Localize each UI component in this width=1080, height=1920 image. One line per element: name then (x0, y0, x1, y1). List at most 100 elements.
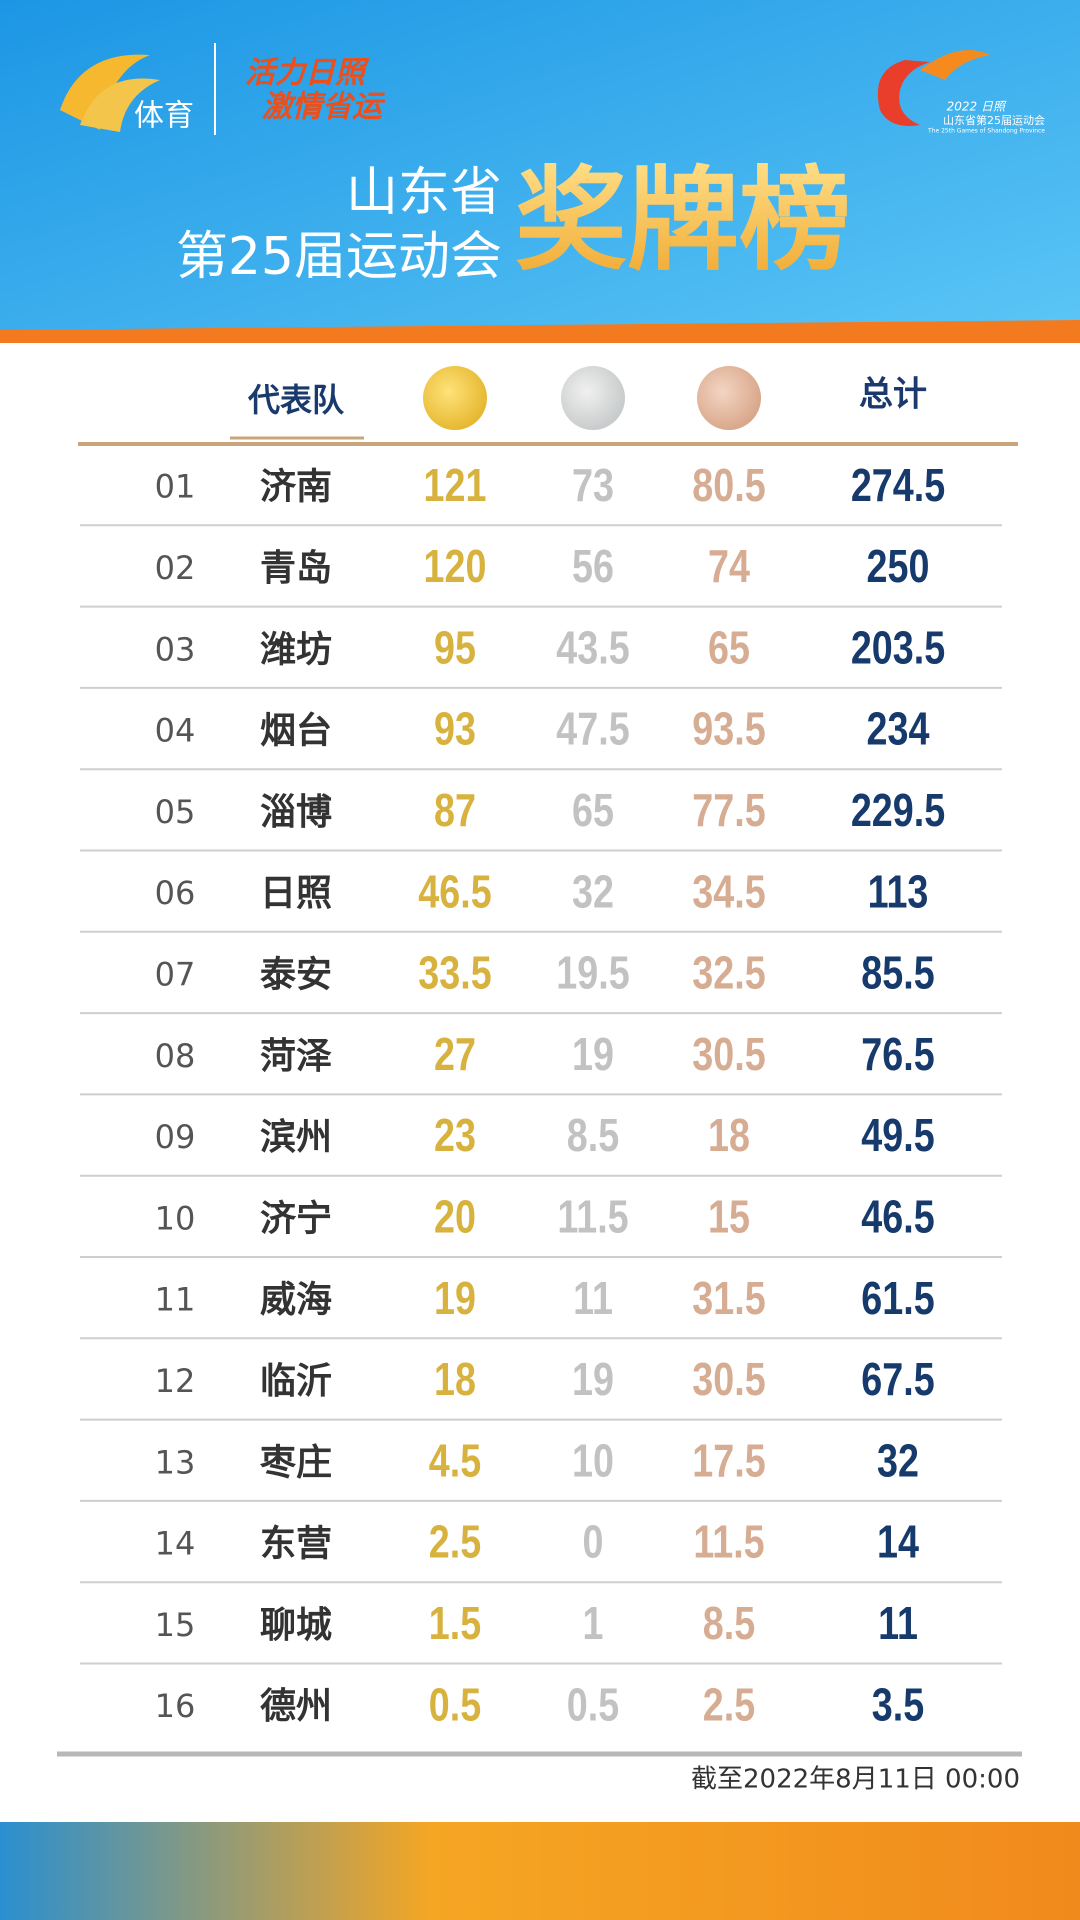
silver-medal-icon (561, 366, 625, 430)
gold-medal-icon (423, 366, 487, 430)
team-cell: 日照 (260, 873, 332, 914)
rank-cell: 10 (155, 1199, 196, 1237)
table-row: 04 烟台 93 47.5 93.5 234 (80, 703, 1002, 771)
table-row: 07 泰安 33.5 19.5 32.5 85.5 (80, 947, 1002, 1015)
team-cell: 泰安 (260, 954, 332, 995)
total-cell: 113 (868, 866, 929, 917)
table-row: 16 德州 0.5 0.5 2.5 3.5 (155, 1679, 925, 1730)
table-row: 08 菏泽 27 19 30.5 76.5 (80, 1028, 1002, 1096)
gold-cell: 95 (434, 622, 476, 673)
table-row: 15 聊城 1.5 1 8.5 11 (80, 1597, 1002, 1665)
title-line: 山东省 (346, 163, 502, 223)
silver-cell: 0 (583, 1516, 604, 1567)
gold-cell: 120 (424, 541, 487, 592)
total-cell: 11 (878, 1597, 918, 1648)
silver-cell: 56 (572, 541, 614, 592)
gold-cell: 23 (434, 1110, 476, 1161)
gold-cell: 4.5 (429, 1435, 481, 1486)
team-cell: 青岛 (260, 548, 332, 589)
team-cell: 济南 (260, 467, 332, 508)
team-cell: 菏泽 (260, 1036, 332, 1077)
silver-cell: 11 (573, 1272, 613, 1323)
bronze-cell: 80.5 (692, 459, 765, 510)
table-row: 13 枣庄 4.5 10 17.5 32 (80, 1435, 1002, 1502)
silver-cell: 19.5 (556, 947, 629, 998)
games-name: 山东省第25届运动会 (943, 113, 1045, 127)
bronze-cell: 11.5 (693, 1516, 764, 1567)
rank-cell: 11 (155, 1281, 196, 1319)
rank-cell: 15 (155, 1606, 196, 1644)
silver-cell: 47.5 (556, 703, 629, 754)
silver-cell: 73 (572, 459, 614, 510)
team-header: 代表队 (247, 381, 345, 419)
bronze-cell: 65 (708, 622, 750, 673)
bronze-cell: 34.5 (692, 866, 765, 917)
title-line: 第25届运动会 (176, 227, 502, 287)
update-time: 截至2022年8月11日 00:00 (691, 1765, 1020, 1795)
bronze-cell: 93.5 (692, 703, 765, 754)
silver-cell: 0.5 (567, 1679, 619, 1730)
total-cell: 67.5 (861, 1354, 934, 1405)
gold-cell: 33.5 (418, 947, 491, 998)
total-cell: 274.5 (851, 459, 945, 510)
total-cell: 234 (867, 703, 930, 754)
bronze-cell: 30.5 (692, 1028, 765, 1079)
bronze-cell: 8.5 (703, 1597, 755, 1648)
silver-cell: 19 (572, 1028, 614, 1079)
table-row: 10 济宁 20 11.5 15 46.5 (80, 1191, 1002, 1258)
silver-cell: 19 (572, 1354, 614, 1405)
rank-cell: 16 (155, 1687, 196, 1725)
team-cell: 聊城 (260, 1605, 332, 1646)
silver-cell: 1 (583, 1597, 604, 1648)
title-main: 奖牌榜 (515, 156, 851, 286)
rank-cell: 07 (155, 955, 196, 993)
bronze-cell: 74 (708, 541, 750, 592)
gold-cell: 87 (434, 784, 476, 835)
gold-cell: 2.5 (429, 1516, 481, 1567)
bronze-cell: 77.5 (692, 784, 765, 835)
rank-cell: 05 (155, 793, 196, 831)
bronze-cell: 32.5 (692, 947, 765, 998)
total-cell: 250 (867, 541, 930, 592)
table-row: 14 东营 2.5 0 11.5 14 (80, 1516, 1002, 1584)
total-header: 总计 (859, 375, 927, 415)
bronze-cell: 2.5 (703, 1679, 755, 1730)
team-cell: 淄博 (260, 792, 332, 833)
gold-cell: 93 (434, 703, 476, 754)
rank-cell: 09 (155, 1118, 196, 1156)
table-row: 02 青岛 120 56 74 250 (80, 541, 1002, 608)
total-cell: 229.5 (851, 784, 945, 835)
rank-cell: 14 (155, 1525, 196, 1563)
total-cell: 61.5 (861, 1272, 934, 1323)
gold-cell: 19 (434, 1272, 476, 1323)
table-row: 12 临沂 18 19 30.5 67.5 (80, 1354, 1002, 1421)
total-cell: 46.5 (861, 1191, 934, 1242)
slogan-line: 激情省运 (262, 90, 386, 125)
table-row: 03 潍坊 95 43.5 65 203.5 (80, 622, 1002, 689)
total-cell: 32 (877, 1435, 919, 1486)
silver-cell: 43.5 (556, 622, 629, 673)
rank-cell: 06 (155, 874, 196, 912)
gold-cell: 121 (424, 459, 487, 510)
silver-cell: 65 (572, 784, 614, 835)
table-row: 09 滨州 23 8.5 18 49.5 (80, 1110, 1002, 1177)
bronze-cell: 15 (708, 1191, 750, 1242)
gold-cell: 0.5 (429, 1679, 481, 1730)
bronze-cell: 30.5 (692, 1354, 765, 1405)
gold-cell: 46.5 (418, 866, 491, 917)
total-cell: 203.5 (851, 622, 945, 673)
team-cell: 滨州 (260, 1117, 332, 1158)
total-cell: 76.5 (861, 1028, 934, 1079)
total-cell: 85.5 (861, 947, 934, 998)
team-cell: 东营 (260, 1524, 332, 1565)
total-cell: 14 (877, 1516, 919, 1567)
slogan-line: 活力日照 (245, 56, 370, 91)
sports-logo: 体育 (60, 54, 194, 134)
team-cell: 德州 (260, 1686, 332, 1727)
rank-cell: 03 (155, 630, 196, 668)
team-cell: 烟台 (260, 711, 332, 752)
games-year: 2022 日照 (947, 100, 1007, 114)
silver-cell: 11.5 (557, 1191, 628, 1242)
bronze-cell: 31.5 (692, 1272, 765, 1323)
